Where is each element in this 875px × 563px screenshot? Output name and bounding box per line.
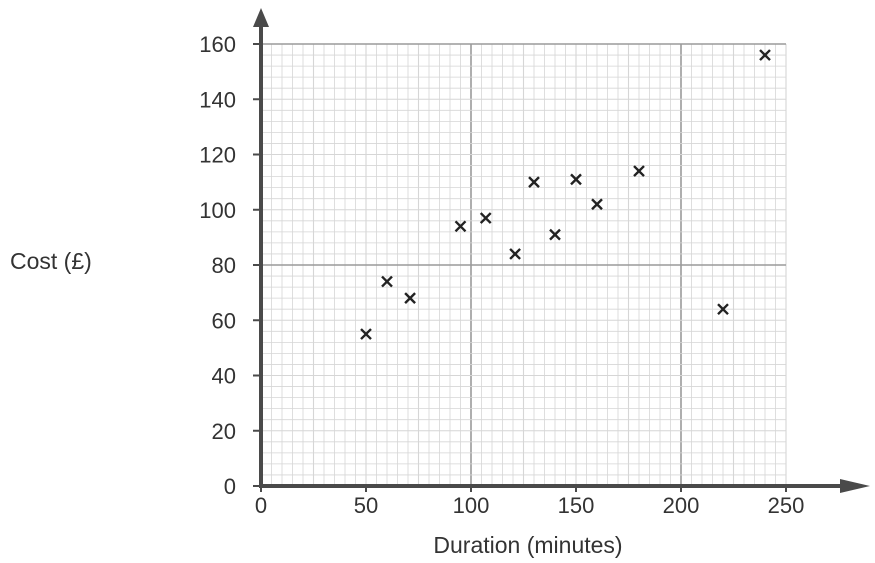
data-point xyxy=(633,165,645,177)
data-point-stroke xyxy=(528,176,540,188)
data-point xyxy=(528,176,540,188)
data-points xyxy=(360,49,771,340)
data-point xyxy=(454,220,467,233)
data-point-stroke xyxy=(591,198,603,211)
data-point xyxy=(759,49,771,61)
data-point xyxy=(570,173,582,186)
tick-labels: 0 50 100 150 200 250 0 20 40 60 80 100 120 140 160 xyxy=(199,32,804,518)
grid xyxy=(260,43,787,487)
y-tick-label: 100 xyxy=(199,198,236,223)
data-point xyxy=(717,303,729,316)
data-point xyxy=(591,198,603,211)
y-tick-label: 80 xyxy=(212,253,236,278)
data-point xyxy=(381,275,393,288)
x-tick-label: 100 xyxy=(453,493,490,518)
x-tick-label: 200 xyxy=(663,493,700,518)
x-axis-arrow xyxy=(840,479,870,493)
data-point xyxy=(549,228,561,241)
data-point-stroke xyxy=(570,173,582,186)
x-tick-label: 250 xyxy=(768,493,805,518)
y-tick-label: 140 xyxy=(199,87,236,112)
data-point-stroke xyxy=(360,328,372,340)
data-point-stroke xyxy=(759,49,771,61)
y-tick-label: 160 xyxy=(199,32,236,57)
y-tick-label: 40 xyxy=(212,364,236,389)
y-tick-label: 0 xyxy=(224,474,236,499)
y-tick-label: 120 xyxy=(199,143,236,168)
data-point-stroke xyxy=(479,212,492,224)
x-tick-label: 0 xyxy=(255,493,267,518)
data-point xyxy=(360,328,372,340)
y-axis-arrow xyxy=(253,8,269,27)
data-point-stroke xyxy=(509,248,521,260)
y-axis-title: Cost (£) xyxy=(10,248,92,274)
y-tick-label: 20 xyxy=(212,419,236,444)
data-point-stroke xyxy=(633,165,645,177)
data-point-stroke xyxy=(549,228,561,241)
data-point xyxy=(479,212,492,224)
data-point-stroke xyxy=(381,275,393,288)
axes xyxy=(253,8,870,493)
data-point-stroke xyxy=(454,220,467,233)
x-tick-label: 150 xyxy=(558,493,595,518)
x-tick-label: 50 xyxy=(354,493,378,518)
data-point-stroke xyxy=(717,303,729,316)
data-point xyxy=(509,248,521,260)
data-point xyxy=(404,292,416,304)
y-tick-label: 60 xyxy=(212,308,236,333)
data-point-stroke xyxy=(404,292,416,304)
x-axis-title: Duration (minutes) xyxy=(433,532,622,558)
